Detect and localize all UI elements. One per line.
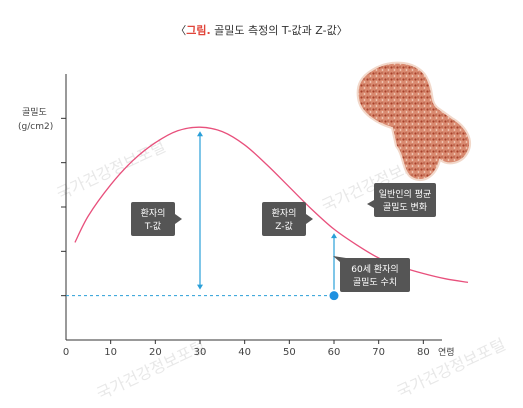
average-curve-callout: 일반인의 평균 골밀도 변화 (367, 183, 436, 217)
x-tick-label-10: 10 (104, 347, 117, 358)
average-callout-line1: 일반인의 평균 (379, 189, 432, 200)
y-axis-unit: (g/cm2) (18, 122, 53, 132)
z-value-callout-line1: 환자의 (272, 207, 297, 219)
x-tick-label-0: 0 (63, 347, 69, 358)
x-tick-label-40: 40 (238, 347, 251, 358)
z-value-arrowhead-top (331, 233, 337, 239)
patient-density-point (329, 291, 339, 301)
average-callout-line2: 골밀도 변화 (383, 201, 427, 213)
t-value-callout-line1: 환자의 (141, 207, 166, 219)
patient-callout-line2: 골밀도 수치 (353, 276, 397, 288)
x-tick-label-30: 30 (194, 347, 207, 358)
z-value-callout-line2: Z-값 (275, 220, 293, 232)
title-accent: 그림. (186, 24, 211, 37)
patient-callout-line1: 60세 환자의 (351, 263, 398, 275)
patient-point-callout: 60세 환자의 골밀도 수치 (333, 256, 410, 292)
y-axis-label: 골밀도 (22, 106, 47, 118)
t-value-callout: 환자의 T-값 (131, 202, 182, 236)
y-axis-ticks (61, 117, 66, 297)
title-rest: 골밀도 측정의 T-값과 Z-값〉 (210, 24, 348, 37)
z-value-callout: 환자의 Z-값 (262, 202, 313, 236)
chart-title: 〈그림. 골밀도 측정의 T-값과 Z-값〉 (0, 22, 523, 38)
watermark-bottom-right: 국가건강정보포털 (394, 335, 509, 402)
t-value-arrowhead-top (197, 131, 203, 137)
x-axis-ticks: 0 10 20 30 40 50 60 70 80 (63, 340, 430, 358)
x-axis-label: 연령 (438, 346, 455, 358)
x-tick-label-80: 80 (417, 347, 430, 358)
x-tick-label-50: 50 (283, 347, 296, 358)
x-tick-label-70: 70 (372, 347, 385, 358)
x-tick-label-20: 20 (149, 347, 162, 358)
x-tick-label-60: 60 (328, 347, 341, 358)
bone-illustration (356, 61, 471, 181)
watermark-left: 국가건강정보포털 (54, 137, 169, 204)
t-value-callout-line2: T-값 (144, 220, 161, 232)
title-open: 〈 (175, 24, 187, 37)
t-value-arrowhead-bottom (197, 284, 203, 290)
